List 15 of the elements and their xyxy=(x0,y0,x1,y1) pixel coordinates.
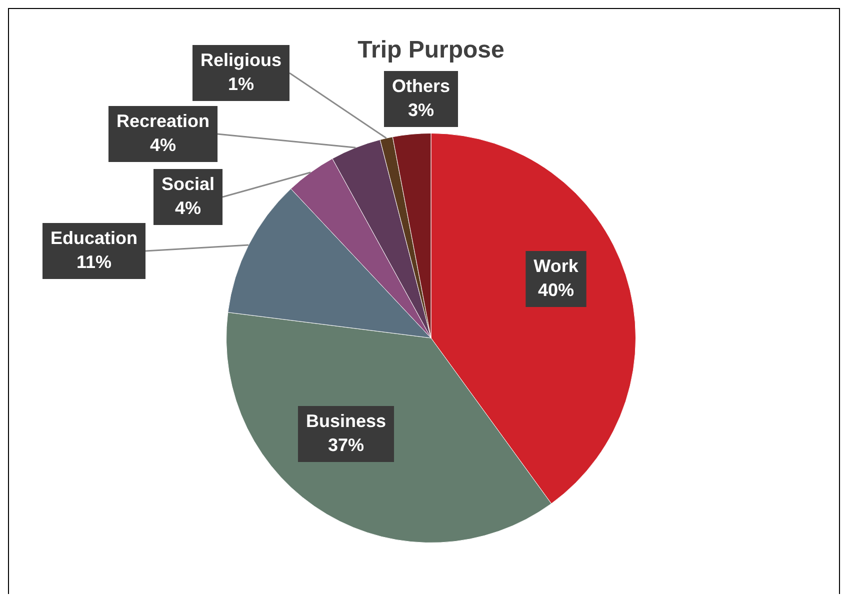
data-label: 4% xyxy=(150,134,176,155)
slice-label: Religious xyxy=(200,50,282,70)
data-label: 37% xyxy=(328,434,364,455)
slice-label: Others xyxy=(392,76,450,96)
chart-title: Trip Purpose xyxy=(358,36,504,64)
data-label: 11% xyxy=(76,252,112,272)
slice-label: Social xyxy=(161,174,215,194)
slice-label: Business xyxy=(306,410,386,431)
data-label: 1% xyxy=(228,74,254,94)
data-label: 4% xyxy=(174,198,202,218)
slice-label: Education xyxy=(50,228,138,248)
data-label: 3% xyxy=(408,100,434,120)
data-label: 40% xyxy=(538,280,574,300)
slice-label: Work xyxy=(534,256,580,276)
slice-label: Recreation xyxy=(116,110,210,131)
